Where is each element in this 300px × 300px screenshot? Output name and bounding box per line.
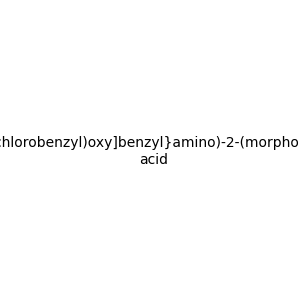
Text: 5-({2-[(2,4-Dichlorobenzyl)oxy]benzyl}amino)-2-(morpholin-4-yl)benzoic acid: 5-({2-[(2,4-Dichlorobenzyl)oxy]benzyl}am… [0,136,300,166]
